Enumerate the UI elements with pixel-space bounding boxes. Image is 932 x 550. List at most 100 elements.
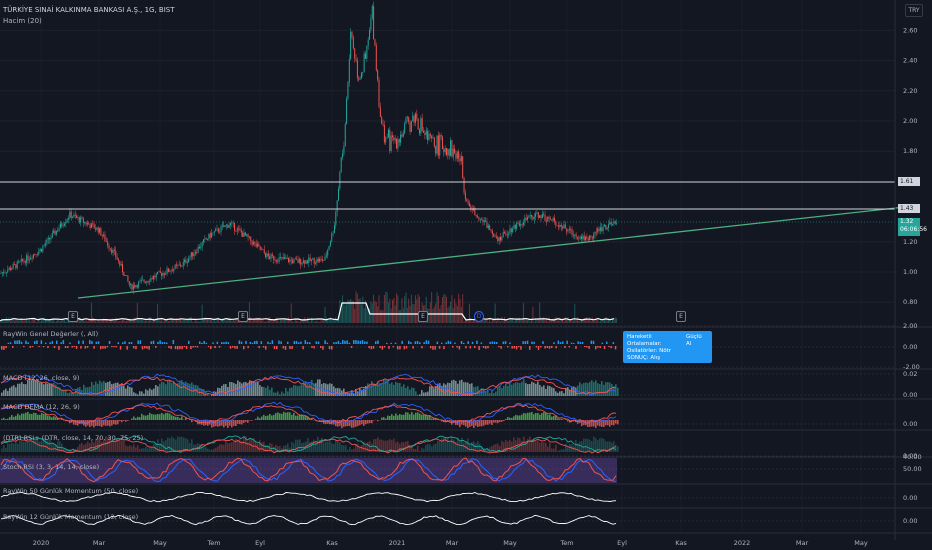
volume-bar: [236, 318, 238, 323]
raywin-bar: [489, 341, 491, 344]
indicator-label-macd-dema[interactable]: MACD DEMA (12, 26, 9): [3, 403, 80, 411]
macd-dema-histogram: [25, 412, 27, 420]
rsi-band: [79, 443, 81, 452]
earnings-marker[interactable]: E: [238, 311, 248, 322]
rsi-band: [287, 443, 289, 452]
candle-body: [259, 246, 261, 250]
raywin-bar: [309, 342, 311, 344]
rsi-band: [479, 443, 481, 452]
indicator-label-momentum-12[interactable]: RayWin 12 Günlük Momentum (12, close): [3, 513, 139, 521]
rsi-band: [313, 439, 315, 452]
macd-histogram: [425, 392, 427, 396]
rsi-band: [241, 440, 243, 452]
macd-histogram: [377, 381, 379, 396]
candle-body: [544, 214, 546, 221]
raywin-bar: [159, 340, 161, 344]
indicator-label-rsi[interactable]: (DTR) RSI+ (DTR, close, 14, 70, 30, 75, …: [3, 434, 144, 442]
candle-body: [144, 281, 146, 283]
macd-dema-histogram: [567, 420, 569, 422]
currency-button[interactable]: TRY: [905, 4, 923, 17]
raywin-bar: [353, 340, 355, 344]
macd-dema-histogram: [579, 420, 581, 424]
rsi-band: [513, 437, 515, 452]
macd-dema-histogram: [565, 419, 567, 420]
volume-bar: [290, 303, 292, 323]
candle-body: [76, 216, 78, 218]
macd-dema-histogram: [499, 420, 501, 423]
rsi-band: [109, 437, 111, 452]
macd-histogram: [423, 392, 425, 396]
earnings-marker[interactable]: E: [68, 311, 78, 322]
volume-bar: [271, 321, 273, 323]
indicator-label-momentum-50[interactable]: RayWin 50 Günlük Momentum (50, close): [3, 487, 139, 495]
macd-dema-histogram: [157, 413, 159, 420]
candle-body: [423, 130, 425, 133]
candle-body: [471, 208, 473, 211]
raywin-bar: [3, 346, 5, 350]
raywin-bar: [577, 341, 579, 344]
candle-body: [248, 236, 250, 238]
candle-body: [3, 272, 5, 274]
rsi-band: [537, 440, 539, 452]
candle-body: [153, 275, 155, 280]
rsi-band: [427, 443, 429, 452]
volume-bar: [491, 318, 493, 323]
rsi-band: [555, 444, 557, 452]
macd-dema-histogram: [81, 420, 83, 425]
volume-bar: [528, 320, 530, 323]
macd-dema-histogram: [481, 420, 483, 427]
candle-body: [166, 268, 168, 274]
candle-body: [328, 246, 330, 251]
momentum-50-line: [0, 491, 617, 503]
candle-body: [23, 260, 25, 262]
volume-bar: [308, 318, 310, 323]
macd-dema-histogram: [263, 414, 265, 420]
volume-bar: [216, 318, 218, 323]
candle-body: [450, 140, 452, 156]
volume-bar: [36, 321, 38, 323]
candle-body: [126, 275, 128, 276]
volume-bar: [468, 303, 470, 323]
raywin-bar: [498, 346, 500, 348]
macd-dema-histogram: [381, 417, 383, 420]
rsi-band: [151, 446, 153, 452]
candle-body: [581, 236, 582, 240]
raywin-bar: [9, 342, 12, 344]
raywin-bar: [557, 340, 560, 344]
indicator-label-raywin[interactable]: RayWin Genel Değerler (, All): [3, 330, 99, 338]
volume-bar: [167, 321, 169, 323]
macd-histogram: [505, 383, 507, 396]
earnings-marker[interactable]: E: [418, 311, 428, 322]
candle-body: [340, 157, 342, 173]
earnings-marker[interactable]: E: [676, 311, 686, 322]
macd-dema-histogram: [1, 418, 3, 420]
macd-histogram: [123, 385, 125, 396]
raywin-bar: [67, 346, 69, 349]
raywin-bar: [42, 346, 45, 348]
raywin-bar: [465, 346, 467, 349]
macd-histogram: [67, 393, 69, 396]
macd-histogram: [61, 390, 63, 396]
raywin-bar: [141, 346, 144, 350]
volume-bar: [612, 319, 614, 323]
macd-histogram: [291, 387, 293, 396]
raywin-bar: [265, 346, 267, 350]
indicator-label-stoch-rsi[interactable]: Stoch RSI (3, 3, 14, 14, close): [3, 463, 100, 471]
macd-histogram: [515, 382, 517, 396]
volume-bar: [209, 319, 211, 323]
macd-histogram: [503, 385, 505, 396]
indicator-label-macd[interactable]: MACD (12, 26, close, 9): [3, 374, 80, 382]
rsi-band: [99, 437, 101, 452]
volume-bar: [123, 318, 125, 323]
macd-histogram: [285, 388, 287, 396]
macd-dema-histogram: [421, 414, 423, 420]
macd-dema-histogram: [361, 420, 363, 425]
dividend-marker[interactable]: D: [474, 311, 484, 322]
macd-histogram: [111, 384, 113, 396]
macd-histogram: [325, 383, 327, 396]
macd-histogram: [13, 385, 15, 396]
volume-bar: [443, 294, 445, 323]
raywin-bar: [295, 340, 298, 344]
candle-body: [321, 258, 323, 261]
